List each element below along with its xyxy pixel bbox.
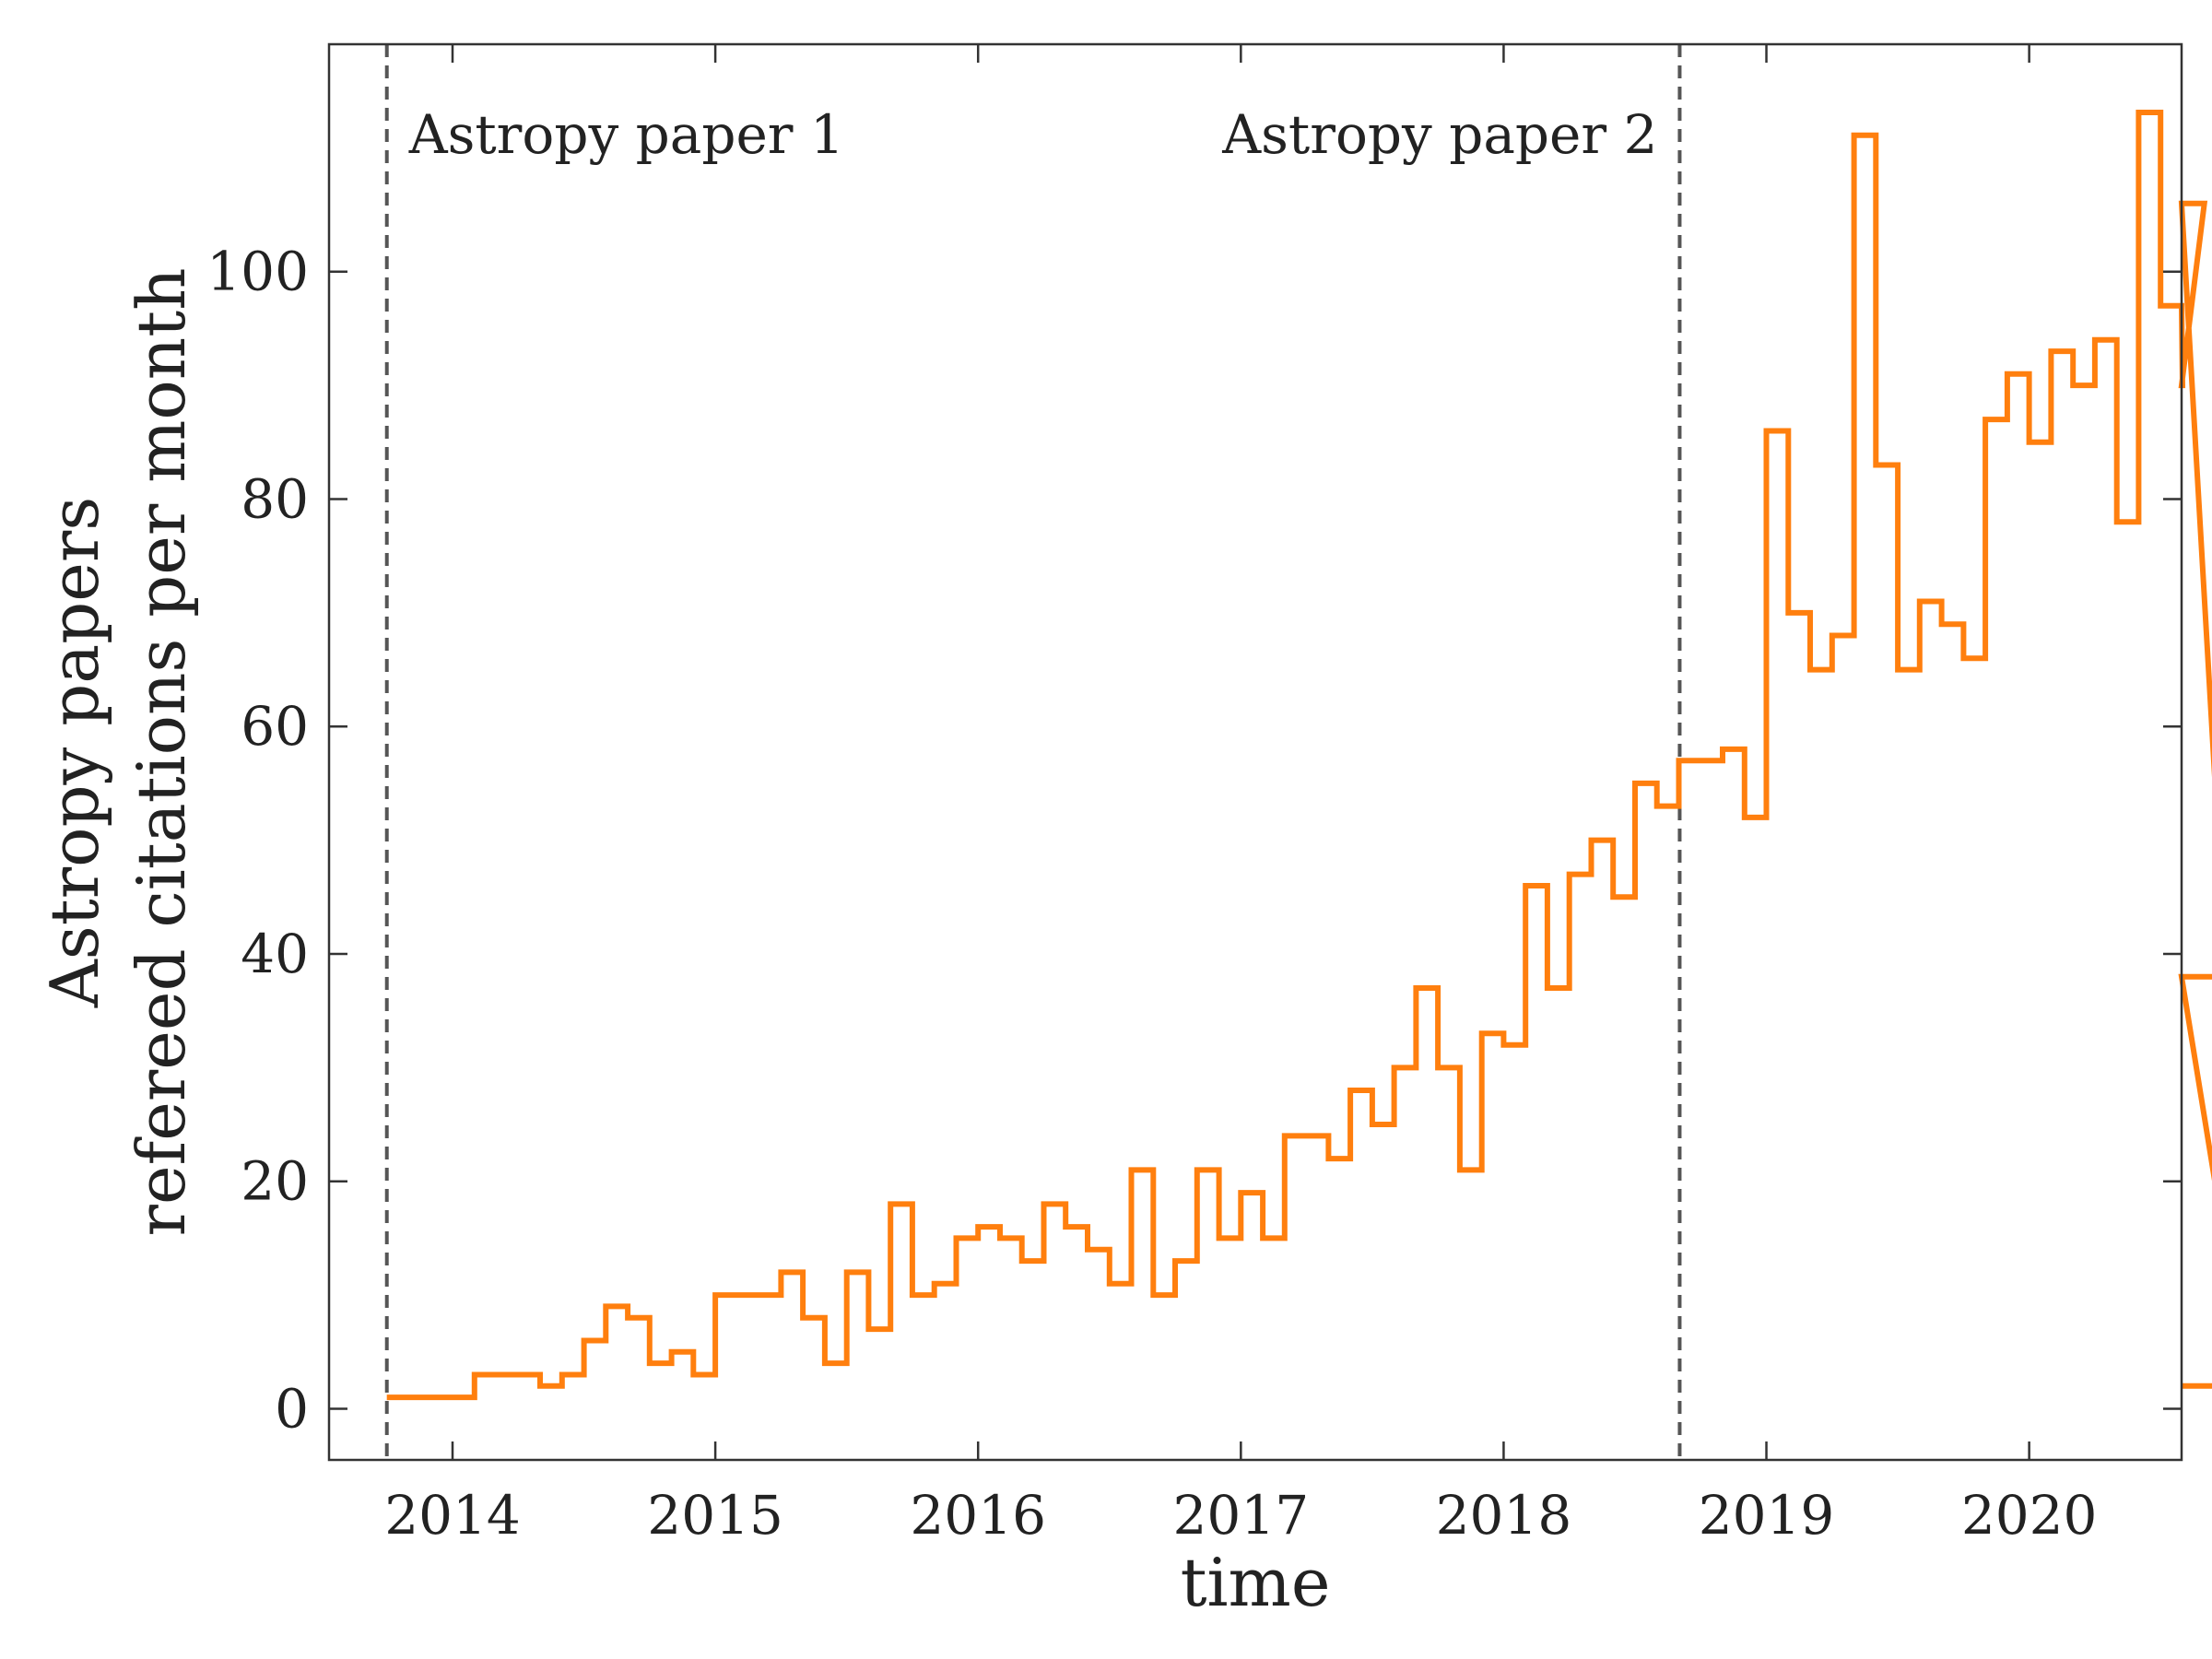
x-tick-label: 2018 bbox=[1436, 1484, 1572, 1547]
y-axis-label-line2: refereed citations per month bbox=[123, 268, 200, 1237]
y-axis-label-line1: Astropy papers bbox=[36, 497, 113, 1008]
y-tick-label: 80 bbox=[241, 467, 309, 530]
y-tick-label: 40 bbox=[241, 923, 309, 985]
x-tick-label: 2019 bbox=[1699, 1484, 1835, 1547]
y-tick-label: 60 bbox=[241, 695, 309, 758]
y-tick-label: 0 bbox=[275, 1377, 309, 1440]
x-tick-label: 2016 bbox=[910, 1484, 1046, 1547]
x-tick-label: 2020 bbox=[1961, 1484, 2098, 1547]
y-tick-label: 20 bbox=[241, 1150, 309, 1213]
plot-background bbox=[329, 44, 2182, 1460]
annotation-paper-1: Astropy paper 1 bbox=[408, 103, 844, 166]
x-tick-label: 2017 bbox=[1173, 1484, 1310, 1547]
x-tick-label: 2015 bbox=[647, 1484, 783, 1547]
annotation-paper-2: Astropy paper 2 bbox=[1221, 103, 1657, 166]
x-axis-label: time bbox=[1181, 1544, 1331, 1621]
x-tick-label: 2014 bbox=[384, 1484, 521, 1547]
y-tick-label: 100 bbox=[206, 241, 309, 303]
